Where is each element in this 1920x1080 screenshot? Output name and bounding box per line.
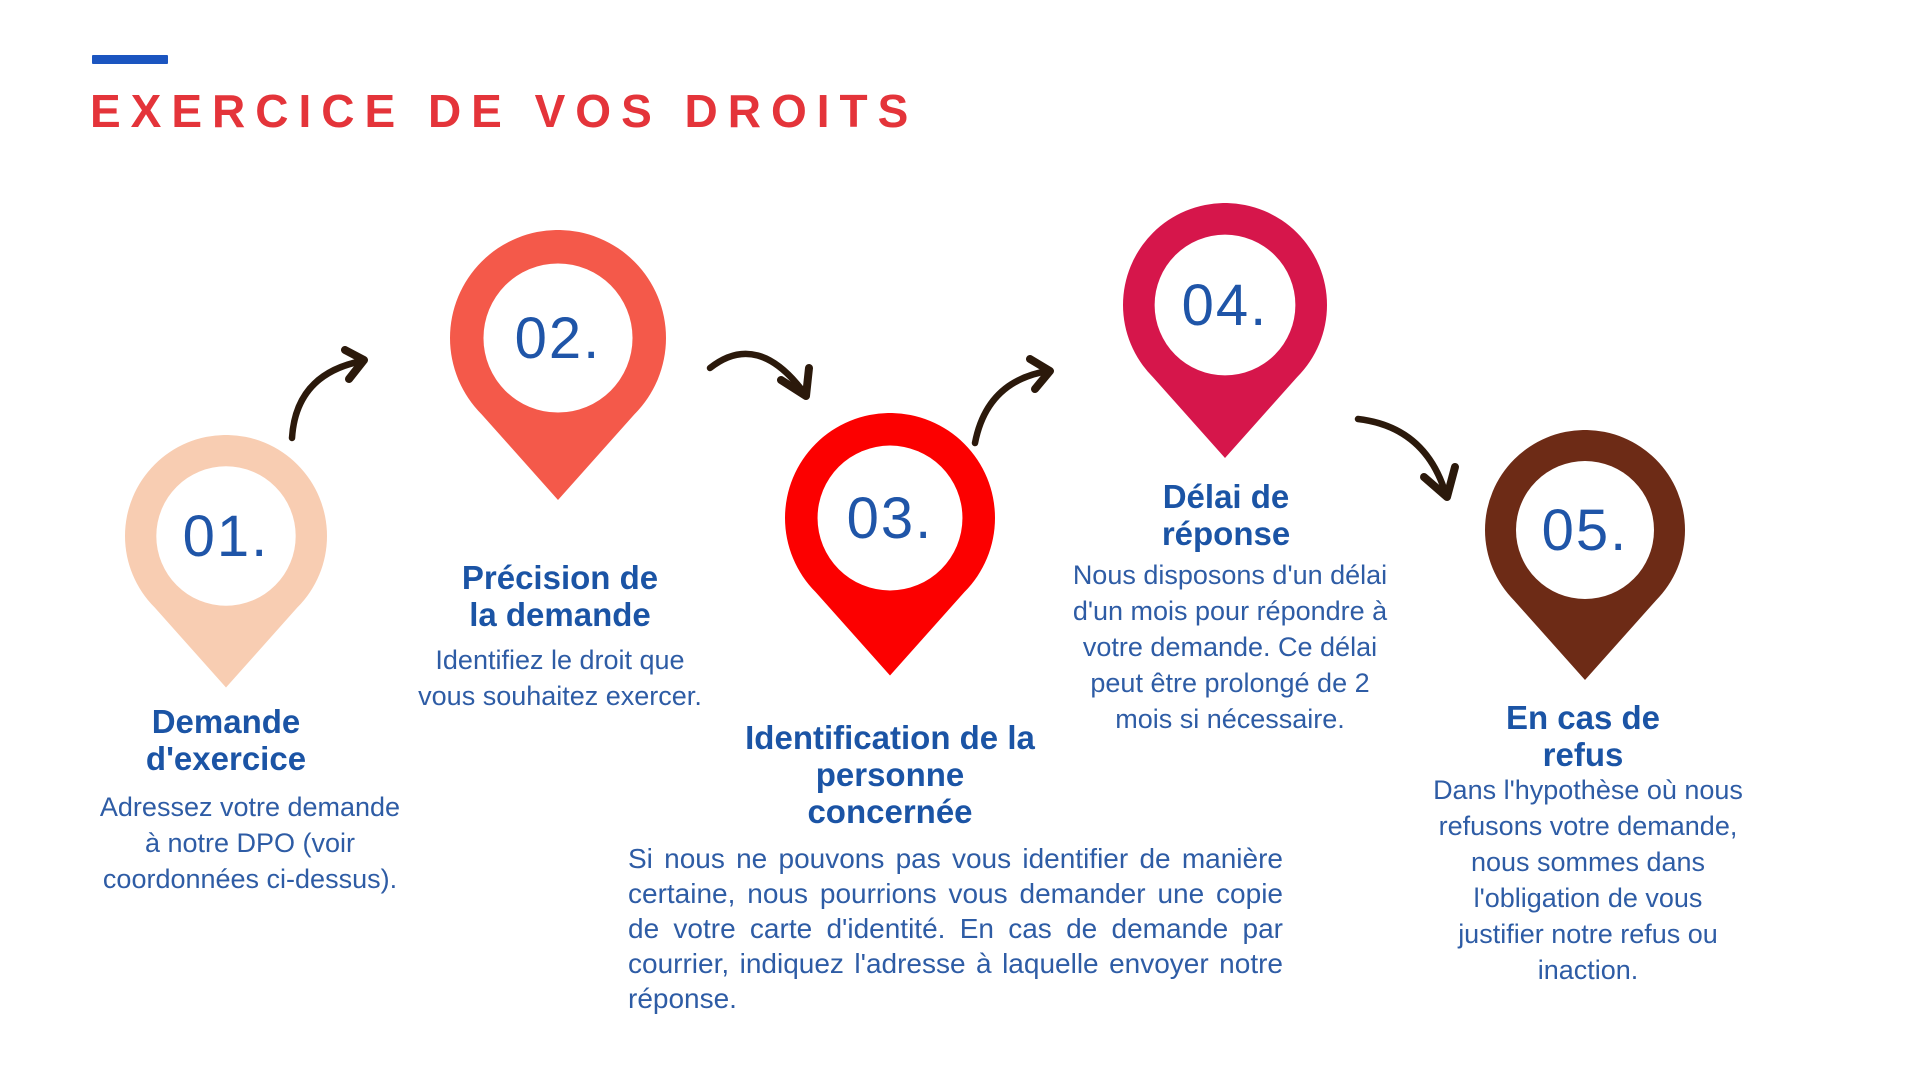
step5-title: En cas de refus	[1505, 699, 1661, 773]
step4-number: 04.	[1181, 272, 1269, 338]
step1-map-pin-icon	[125, 435, 327, 688]
step2-number: 02.	[514, 305, 602, 371]
step1-number: 01.	[182, 503, 270, 569]
page-title: EXERCICE DE VOS DROITS	[90, 85, 919, 137]
curved-arrow-icon-2	[706, 350, 813, 400]
curved-arrow-icon-3	[971, 355, 1054, 447]
step4-description: Nous disposons d'un délai d'un mois pour…	[1072, 560, 1388, 734]
step5-description: Dans l'hypothèse où nous refusons votre …	[1433, 775, 1743, 985]
pin-inner-circle	[156, 466, 296, 606]
step4-title: Délai de réponse	[1161, 478, 1291, 552]
step1-description: Adressez votre demande à notre DPO (voir…	[99, 792, 401, 894]
step2-title: Précision de la demande	[461, 559, 659, 633]
step1-title: Demande d'exercice	[145, 703, 307, 777]
step5-number: 05.	[1541, 497, 1629, 563]
pin-inner-circle	[1154, 234, 1296, 376]
step3-title: Identification de la personne concernée	[745, 719, 1035, 830]
step2-description: Identifiez le droit que vous souhaitez e…	[418, 645, 702, 711]
step5-map-pin-icon	[1485, 430, 1685, 680]
step3-map-pin-icon	[785, 413, 995, 676]
pin-inner-circle	[1516, 461, 1654, 599]
pin-inner-circle	[817, 445, 963, 591]
step3-number: 03.	[846, 485, 934, 551]
step3-description: Si nous ne pouvons pas vous identifier d…	[628, 843, 1283, 1014]
step4-map-pin-icon	[1123, 203, 1327, 458]
step2-map-pin-icon	[450, 230, 666, 500]
curved-arrow-icon-4	[1354, 415, 1459, 501]
pin-inner-circle	[483, 263, 633, 413]
curved-arrow-icon-1	[288, 346, 368, 442]
title-accent-line	[92, 55, 168, 64]
